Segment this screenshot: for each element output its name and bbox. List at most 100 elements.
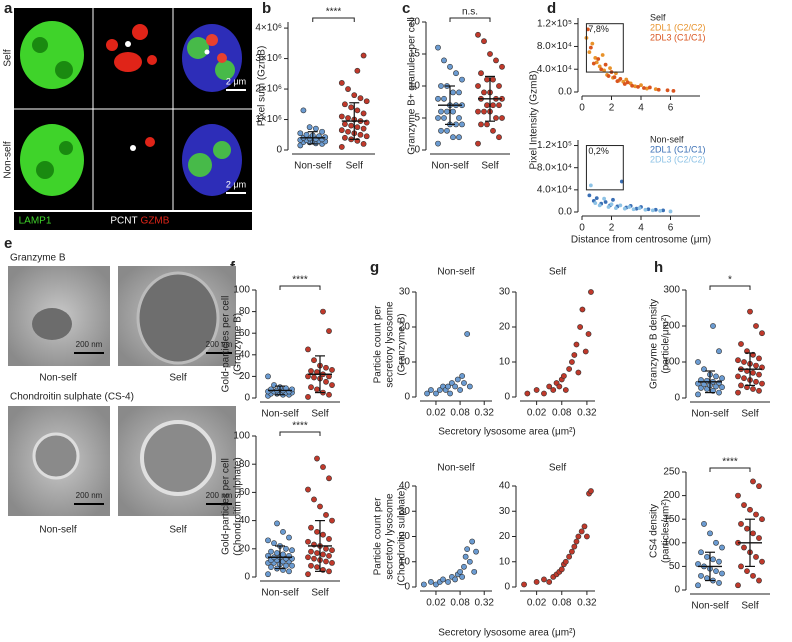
data-point [753, 323, 759, 329]
y-tick-label: 50 [669, 561, 681, 572]
data-point [326, 552, 332, 559]
data-point [274, 520, 280, 527]
y-tick-label: 30 [399, 287, 411, 298]
data-point [475, 140, 481, 147]
x-tick-label: 0.32 [474, 408, 494, 419]
data-point [457, 568, 463, 575]
data-point [481, 38, 487, 45]
data-point [329, 517, 335, 524]
data-point [541, 390, 547, 397]
x-tick-label: 6 [668, 103, 674, 114]
legend-label: 2DL1 (C1/C1) [650, 144, 706, 154]
data-point [750, 572, 756, 579]
data-point [471, 568, 478, 575]
data-point [608, 66, 612, 70]
x-tick-label: 6 [668, 223, 674, 234]
data-point [533, 387, 540, 393]
data-point [490, 102, 496, 109]
data-point [587, 193, 592, 198]
data-point [289, 562, 295, 569]
y-tick-label: 10 [399, 357, 411, 368]
x-tick-label: Non-self [431, 161, 468, 172]
data-point [297, 130, 304, 137]
data-point [571, 352, 578, 358]
data-point [326, 536, 332, 542]
data-point [631, 207, 636, 212]
y-tick-label: 2×10⁶ [255, 84, 282, 95]
panel-label: a [4, 0, 13, 17]
data-point [609, 202, 614, 207]
y-axis-label: Pixel sum (GzmB) [257, 46, 268, 127]
data-point [461, 380, 467, 386]
data-point [456, 134, 462, 141]
data-point [665, 88, 670, 93]
data-point [311, 555, 317, 562]
data-point [487, 51, 493, 57]
data-point [578, 528, 585, 535]
data-point [719, 384, 725, 391]
x-tick-label: 4 [638, 223, 644, 234]
data-point [759, 558, 765, 565]
data-point [305, 486, 311, 493]
data-point [756, 535, 762, 541]
data-point [668, 209, 673, 214]
data-point [445, 579, 451, 585]
data-point [326, 391, 332, 398]
data-point [750, 478, 756, 485]
significance-bracket [449, 17, 491, 22]
data-point [704, 377, 710, 384]
data-point [342, 121, 348, 127]
data-point [650, 208, 655, 213]
y-axis-label: (particles/μm²) [661, 499, 672, 563]
y-tick-label: 10 [499, 357, 511, 368]
data-point [606, 74, 611, 78]
y-tick-label: 100 [233, 285, 250, 296]
data-point [753, 511, 759, 518]
data-point [314, 564, 320, 571]
y-tick-label: 0 [504, 582, 510, 593]
y-tick-label: 100 [233, 431, 250, 442]
y-tick-label: 60 [239, 487, 251, 498]
data-point [420, 581, 427, 588]
data-point [311, 374, 317, 381]
data-point [716, 580, 722, 586]
y-tick-label: 30 [399, 506, 411, 517]
scale-bar-label: 200 nm [76, 340, 103, 349]
data-point [459, 76, 465, 83]
data-point [354, 107, 361, 114]
x-tick-label: 2 [609, 103, 615, 114]
data-point [593, 201, 598, 206]
y-axis-label: Pixel Intensity (GzmB) [529, 71, 540, 170]
data-point [490, 76, 496, 83]
data-point [308, 368, 314, 374]
data-point [550, 387, 557, 393]
data-point [524, 390, 531, 397]
y-tick-label: 0 [504, 392, 510, 403]
data-point [585, 331, 592, 337]
x-tick-label: Self [311, 588, 328, 599]
data-point [496, 83, 502, 89]
data-point [493, 57, 499, 64]
data-point [445, 383, 451, 390]
data-point [738, 521, 744, 527]
data-point [306, 124, 313, 131]
data-point [348, 104, 355, 111]
panel-label: b [262, 0, 271, 17]
panel-label: d [547, 0, 556, 17]
y-tick-label: 15 [409, 49, 421, 60]
data-point [363, 98, 370, 105]
data-point [354, 67, 361, 74]
y-tick-label: 40 [399, 481, 411, 492]
x-tick-label: 2 [609, 223, 615, 234]
data-point [351, 92, 358, 99]
data-point [600, 53, 605, 57]
data-point [326, 328, 332, 334]
data-point [466, 383, 473, 390]
significance-label: **** [292, 421, 308, 432]
x-tick-label: 0.32 [577, 598, 597, 609]
data-point [305, 538, 311, 545]
legend-title: Self [650, 12, 666, 22]
data-point [756, 371, 762, 378]
y-tick-label: 1.2×10⁵ [537, 18, 572, 29]
y-tick-label: 20 [499, 322, 511, 333]
